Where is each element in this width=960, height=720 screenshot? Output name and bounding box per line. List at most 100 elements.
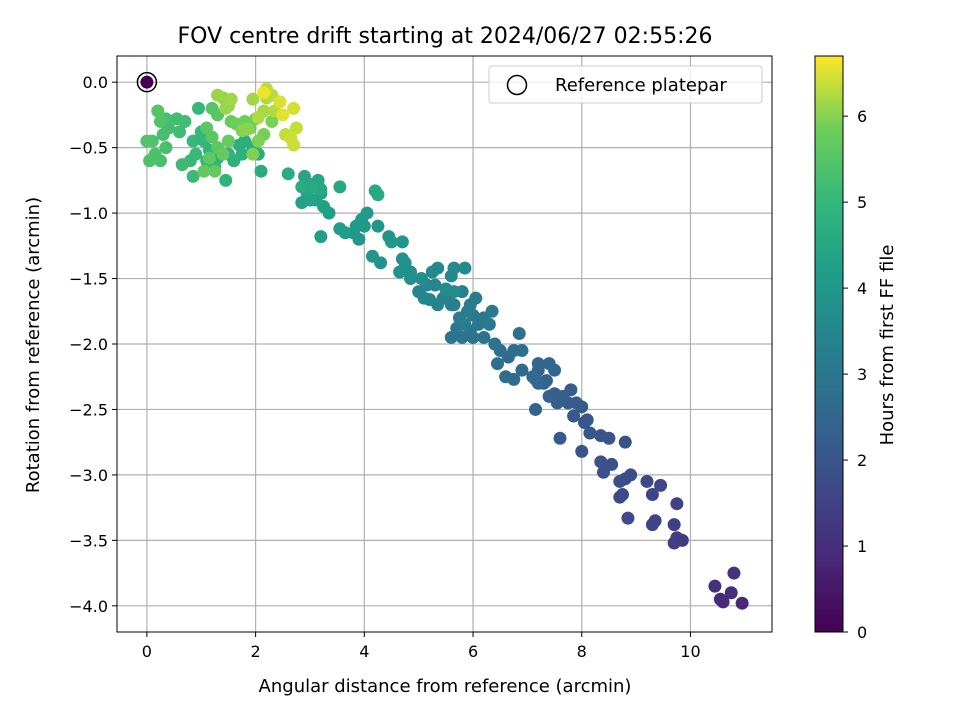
data-point — [670, 497, 684, 511]
y-tick-label: −0.5 — [69, 139, 108, 158]
x-axis-ticks: 0 2 4 6 8 10 — [142, 632, 701, 661]
data-point — [216, 147, 230, 161]
data-point — [575, 444, 589, 458]
data-point — [287, 101, 301, 115]
data-point — [675, 533, 689, 547]
data-point — [596, 465, 610, 479]
data-point — [159, 141, 173, 155]
data-point — [338, 226, 352, 240]
data-point — [583, 426, 597, 440]
legend: Reference platepar — [488, 65, 763, 104]
y-tick-label: −1.0 — [69, 204, 108, 223]
data-point — [735, 596, 749, 610]
data-point — [395, 252, 409, 266]
data-point — [221, 134, 235, 148]
data-point — [219, 173, 233, 187]
y-tick-label: −3.5 — [69, 531, 108, 550]
data-point — [371, 188, 385, 202]
data-point — [640, 474, 654, 488]
legend-marker-reference — [506, 74, 528, 96]
x-tick-label: 8 — [577, 642, 587, 661]
data-point — [151, 104, 165, 118]
data-point — [385, 235, 399, 249]
data-point — [605, 457, 619, 471]
data-point — [246, 147, 260, 161]
chart-title: FOV centre drift starting at 2024/06/27 … — [178, 24, 713, 49]
data-point — [515, 363, 529, 377]
data-point — [156, 128, 170, 142]
data-point — [251, 134, 265, 148]
data-point — [246, 92, 260, 106]
x-tick-label: 0 — [142, 642, 152, 661]
data-point — [173, 125, 187, 139]
data-point — [531, 357, 545, 371]
colorbar — [814, 55, 844, 633]
data-point — [197, 164, 211, 178]
data-point — [306, 180, 320, 194]
y-tick-label: −3.0 — [69, 466, 108, 485]
data-point — [414, 272, 428, 286]
data-point — [284, 131, 298, 145]
y-tick-label: 0.0 — [83, 73, 108, 92]
data-point — [507, 344, 521, 358]
data-point — [281, 167, 295, 181]
x-axis-label: Angular distance from reference (arcmin) — [259, 676, 632, 697]
y-axis-ticks: 0.0 −0.5 −1.0 −1.5 −2.0 −2.5 −3.0 −3.5 −4.0 — [69, 73, 117, 616]
data-point — [254, 164, 268, 178]
data-point — [273, 95, 287, 109]
y-axis-label: Rotation from reference (arcmin) — [23, 197, 44, 493]
colorbar-tick-label: 5 — [857, 193, 867, 212]
data-point — [490, 357, 504, 371]
reference-point-ring — [136, 71, 158, 93]
data-point — [485, 304, 499, 318]
legend-box — [488, 65, 763, 104]
data-point — [240, 122, 254, 136]
data-point — [621, 511, 635, 525]
legend-label-reference: Reference platepar — [555, 75, 727, 96]
data-point — [447, 261, 461, 275]
data-point — [276, 108, 290, 122]
data-point — [624, 468, 638, 482]
data-point — [529, 402, 543, 416]
grid-lines — [117, 56, 772, 632]
data-point — [257, 86, 271, 100]
data-point — [458, 261, 472, 275]
data-point — [616, 488, 630, 502]
data-point — [251, 111, 265, 125]
data-point — [724, 586, 738, 600]
data-point — [265, 114, 279, 128]
data-point — [395, 235, 409, 249]
data-point — [333, 180, 347, 194]
data-point — [360, 206, 374, 220]
data-point — [431, 261, 445, 275]
data-point — [512, 327, 526, 341]
x-tick-label: 6 — [468, 642, 478, 661]
data-point — [371, 219, 385, 233]
x-tick-label: 2 — [251, 642, 261, 661]
data-point — [153, 114, 167, 128]
colorbar-tick-label: 1 — [857, 537, 867, 556]
colorbar-tick-label: 2 — [857, 451, 867, 470]
data-point — [645, 488, 659, 502]
data-point — [542, 357, 556, 371]
data-point — [594, 429, 608, 443]
data-point — [594, 455, 608, 469]
data-point — [140, 134, 154, 148]
data-point — [186, 169, 200, 183]
y-tick-label: −2.0 — [69, 335, 108, 354]
data-point — [439, 282, 453, 296]
data-point — [727, 566, 741, 580]
colorbar-tick-label: 4 — [857, 279, 867, 298]
data-point — [667, 518, 681, 532]
colorbar-tick-label: 3 — [857, 365, 867, 384]
data-point — [553, 431, 567, 445]
y-tick-label: −2.5 — [69, 400, 108, 419]
data-point — [648, 514, 662, 528]
data-point — [529, 372, 543, 386]
data-point — [314, 230, 328, 244]
data-point — [716, 595, 730, 609]
data-point — [186, 134, 200, 148]
data-point — [202, 151, 216, 165]
data-point — [654, 478, 668, 492]
